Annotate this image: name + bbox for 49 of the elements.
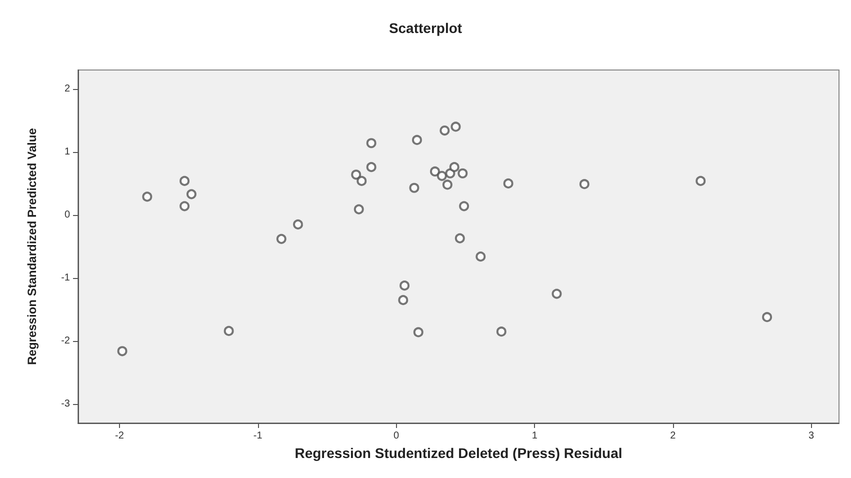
point <box>454 233 465 244</box>
x-tick-label: 2 <box>670 430 676 442</box>
point <box>400 280 410 291</box>
y-tick-label: -3 <box>61 398 70 410</box>
point <box>552 288 562 299</box>
point <box>449 162 460 172</box>
x-tick-label: 0 <box>393 430 400 442</box>
point <box>142 192 152 202</box>
point <box>430 166 440 176</box>
point <box>503 178 514 188</box>
point <box>293 219 303 230</box>
point <box>436 170 447 181</box>
x-axis-title: Regression Studentized Deleted (Press) Residual <box>294 444 622 461</box>
point <box>413 327 424 338</box>
point <box>180 176 190 186</box>
point <box>496 326 506 337</box>
point <box>696 176 706 186</box>
point <box>351 170 362 180</box>
point <box>412 134 422 145</box>
point <box>356 176 367 186</box>
point <box>366 162 376 172</box>
y-tick-label: 1 <box>64 146 70 158</box>
x-tick-label: 1 <box>532 430 538 442</box>
point <box>398 295 408 306</box>
point <box>186 189 196 200</box>
x-tick-label: -2 <box>115 430 124 442</box>
point <box>450 122 461 132</box>
y-tick-label: 2 <box>64 83 70 94</box>
point <box>366 138 376 148</box>
x-tick-label: -1 <box>253 430 263 442</box>
point <box>459 201 470 212</box>
x-tick-label: 3 <box>808 430 815 442</box>
point <box>762 312 772 322</box>
y-tick-label: 0 <box>64 209 70 220</box>
point <box>117 346 128 356</box>
chart-title: Scatterplot <box>388 20 462 36</box>
point <box>224 326 234 336</box>
point <box>442 180 452 190</box>
point <box>458 168 468 178</box>
point <box>276 234 286 244</box>
point <box>579 179 590 190</box>
point <box>354 204 364 214</box>
point <box>440 126 450 136</box>
point <box>180 201 190 212</box>
point <box>476 252 486 262</box>
y-axis-title: Regression Standardized Predicted Value <box>25 128 39 365</box>
y-tick-label: -1 <box>61 272 70 284</box>
point <box>409 182 420 193</box>
y-tick-label: -2 <box>61 336 70 347</box>
